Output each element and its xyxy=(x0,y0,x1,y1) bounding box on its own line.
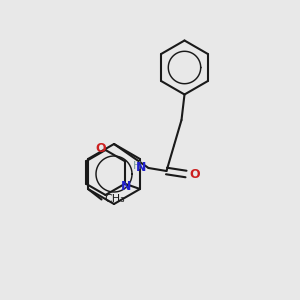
Text: O: O xyxy=(190,167,200,181)
Text: O: O xyxy=(96,142,106,155)
Text: H: H xyxy=(133,161,141,172)
Text: N: N xyxy=(136,161,146,174)
Text: CH₃: CH₃ xyxy=(104,194,125,205)
Text: N: N xyxy=(121,180,132,193)
